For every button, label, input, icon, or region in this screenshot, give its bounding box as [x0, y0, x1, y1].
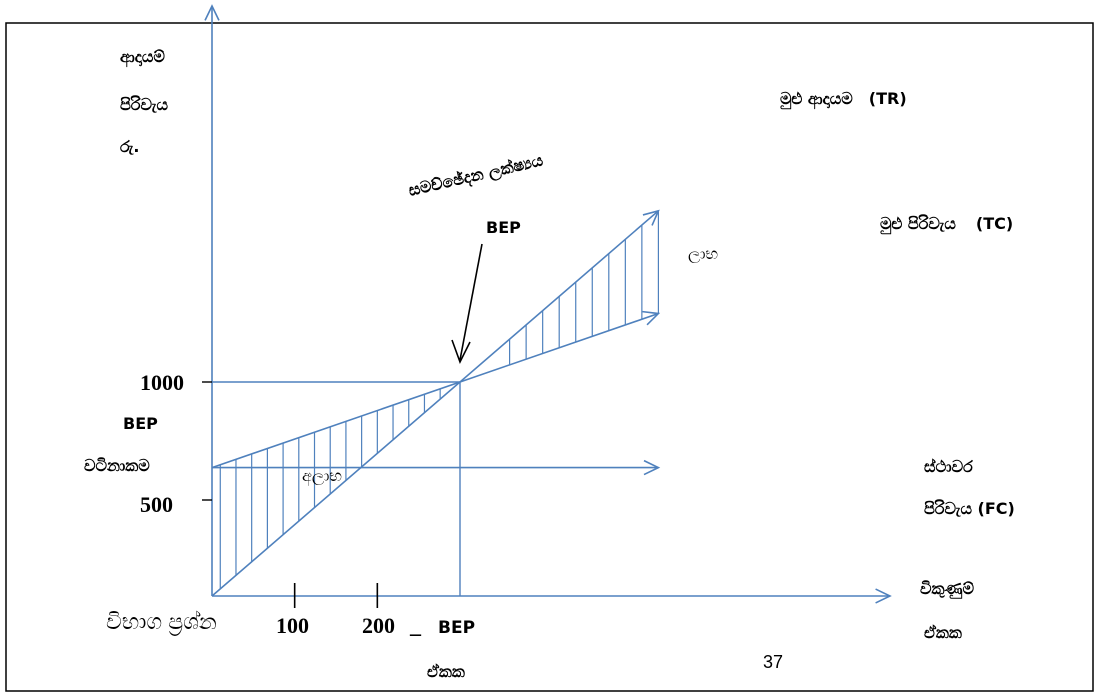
bep-value-label-line-2: වටිනාකම	[84, 456, 150, 475]
page-number: 37	[763, 652, 783, 672]
breakeven-point-label: සමච්ඡේදන ලක්ෂ්‍යය	[407, 150, 546, 201]
bep-value-label-line-1: BEP	[123, 414, 158, 433]
bep-label: BEP	[486, 218, 521, 237]
bep-pointer-arrow	[451, 243, 483, 365]
hatch-layer	[219, 210, 660, 589]
y-axis-arrowhead	[204, 4, 220, 21]
axes-layer	[202, 4, 892, 608]
y-axis-label-line-1: ආදායම්	[120, 47, 165, 68]
x-tick-label-bep: BEP	[438, 618, 475, 638]
tr-line-arrowhead	[642, 209, 660, 226]
x-tick-label-200: 200	[362, 613, 395, 638]
series-label-fc-line-2: පිරිවැය (FC)	[924, 499, 1015, 518]
y-axis-label-line-2: පිරිවැය	[120, 95, 169, 114]
x-axis-label-line-1: විකුණුම්	[920, 579, 974, 600]
tr-line	[211, 210, 659, 597]
tc-line	[211, 312, 659, 469]
x-axis-arrowhead	[875, 588, 892, 604]
series-label-tr: මුළු ආදායම (TR)	[780, 89, 907, 110]
y-tick-label-500: 500	[140, 492, 173, 517]
x-tick-dash: _	[409, 613, 422, 638]
chart-frame	[5, 22, 1094, 692]
series-label-tc: මුළු පිරිවැය (TC)	[880, 214, 1014, 235]
x-tick-sublabel-units: ඒකක	[427, 662, 465, 681]
loss-label: අලාභ	[302, 466, 342, 486]
fc-line-arrowhead	[643, 459, 661, 476]
tc-line-arrowhead	[642, 310, 661, 326]
x-tick-label-100: 100	[276, 613, 309, 638]
series-layer	[211, 209, 661, 597]
y-tick-label-1000: 1000	[140, 370, 184, 395]
x-axis-label-line-2: ඒකක	[924, 623, 962, 642]
exam-questions-overlay: විභාග ප්‍රශ්න	[106, 609, 217, 636]
profit-label: ලාභ	[688, 244, 718, 264]
y-axis-label-line-3: රු.	[120, 137, 139, 156]
series-label-fc-line-1: ස්ථාවර	[924, 457, 973, 476]
